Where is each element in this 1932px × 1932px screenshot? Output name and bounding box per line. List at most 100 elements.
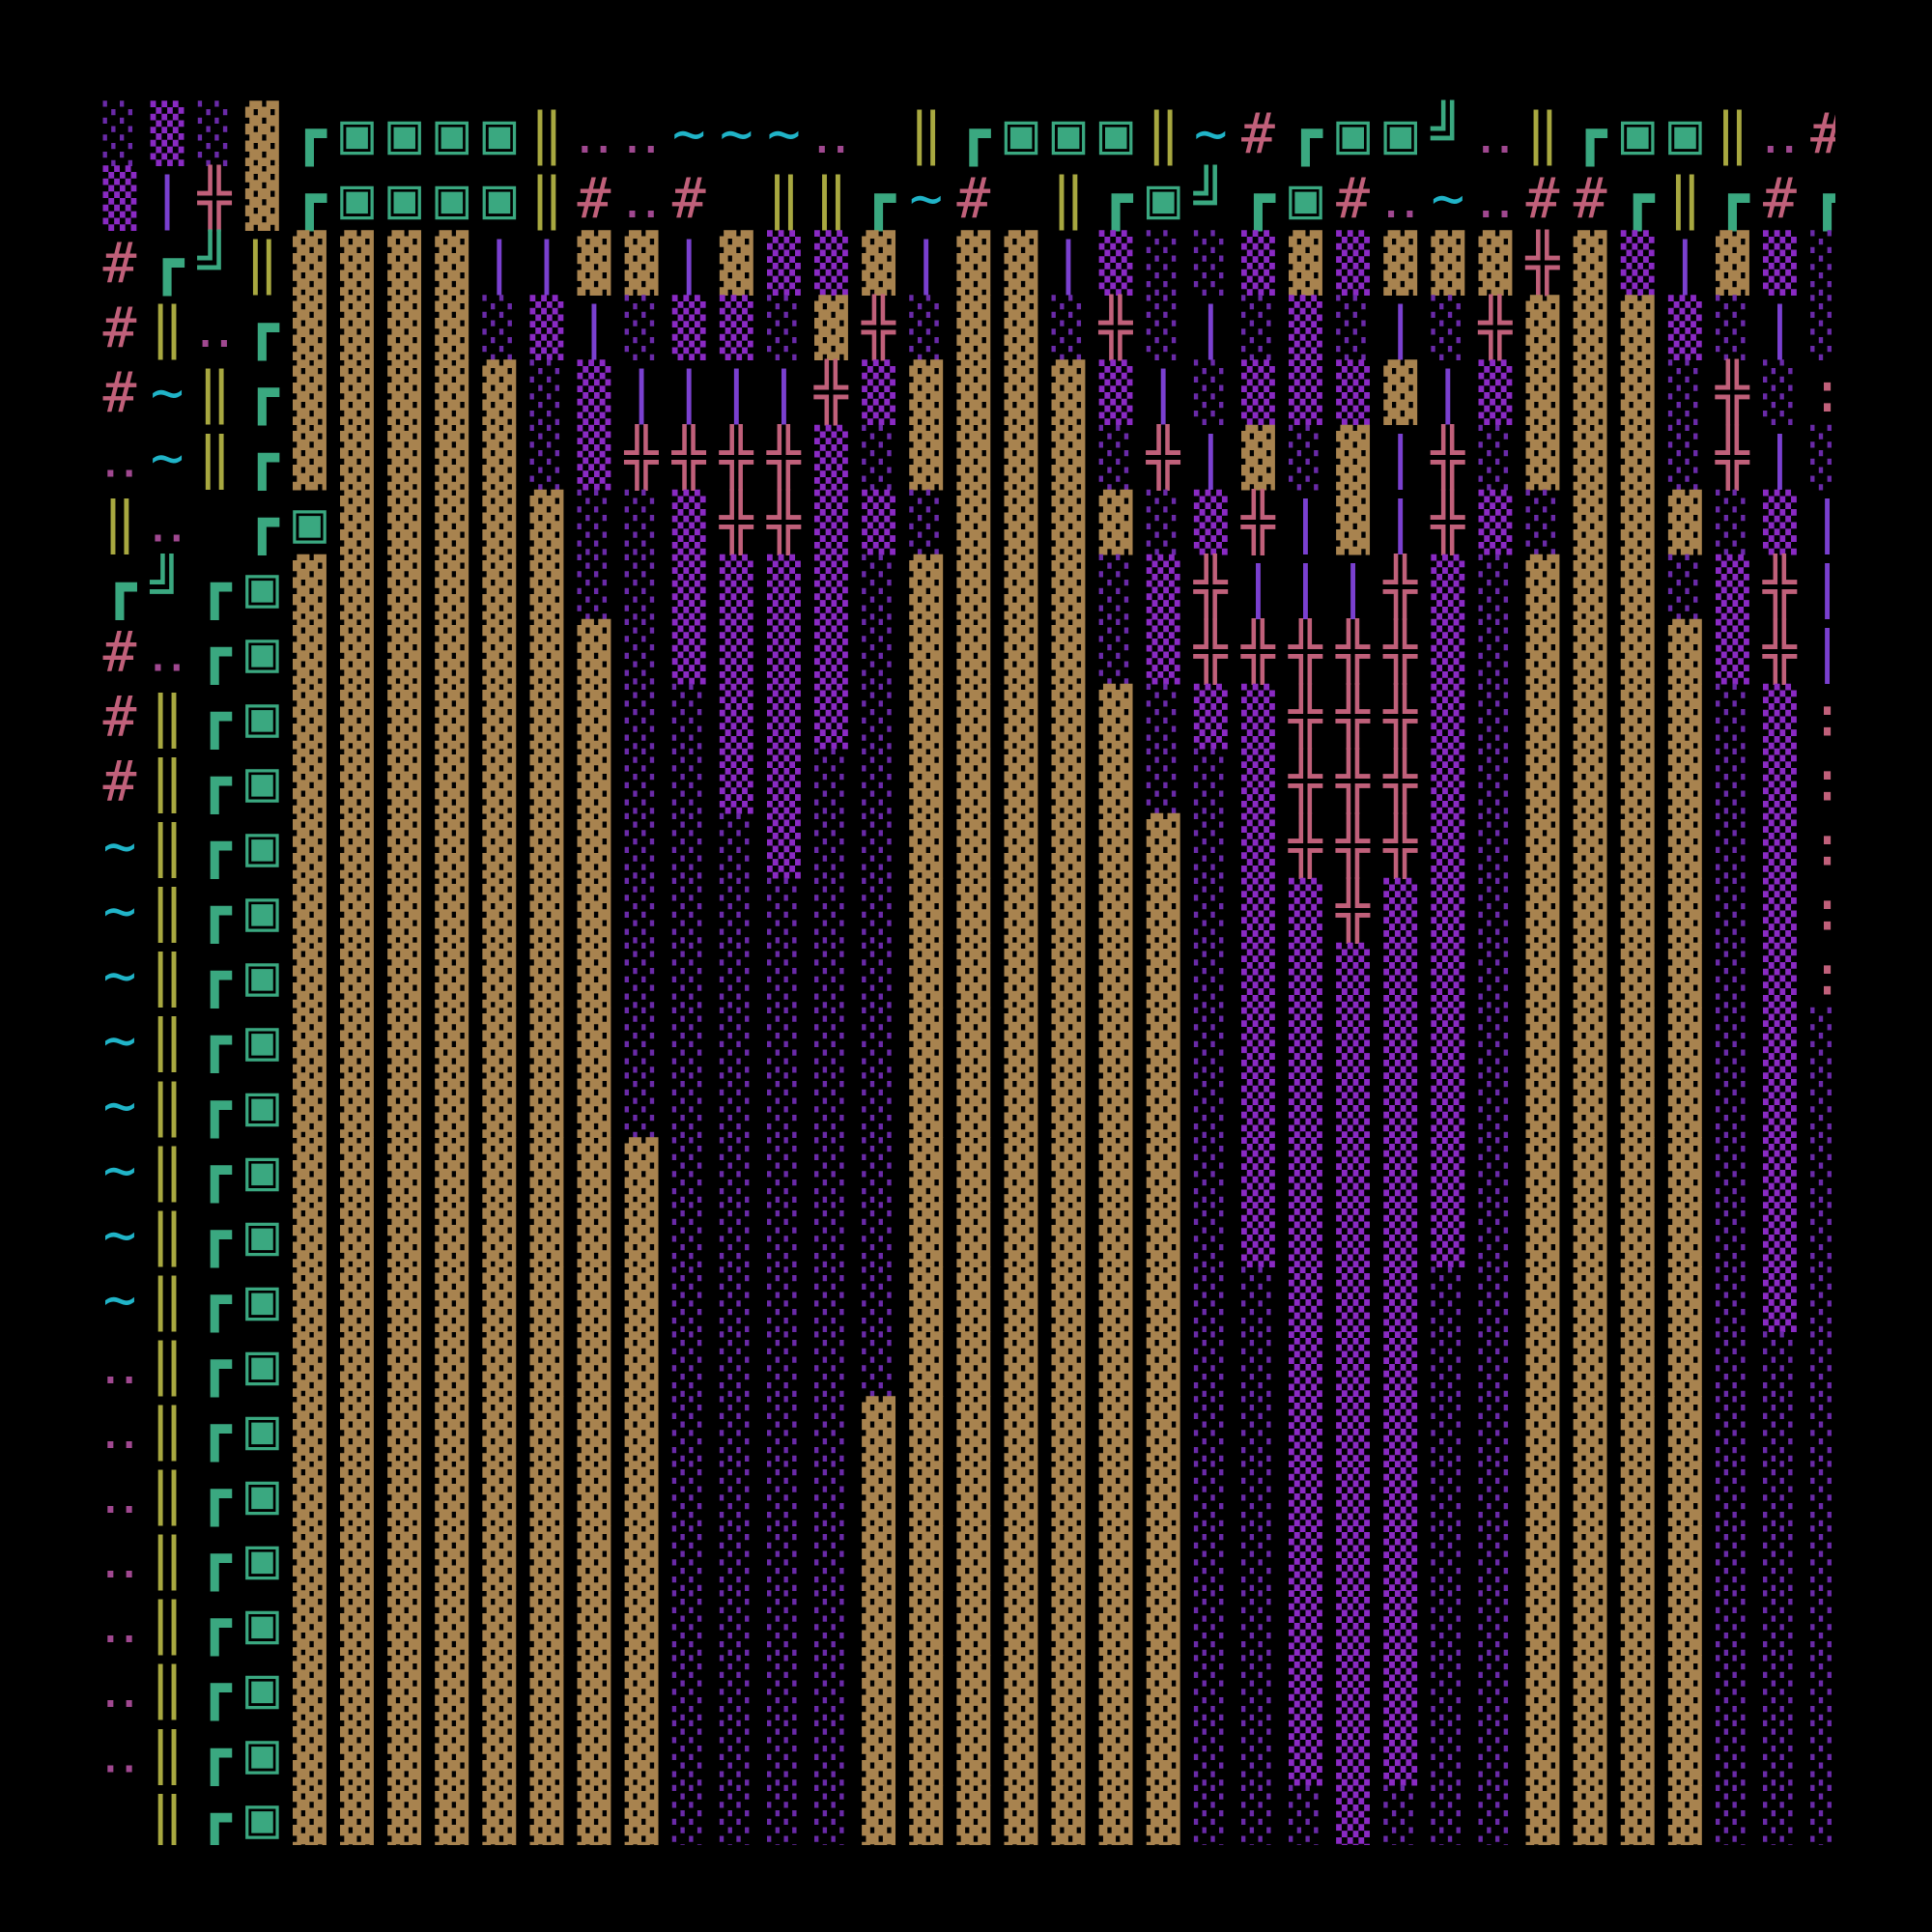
tile: | bbox=[1147, 359, 1180, 425]
tile: ╬ bbox=[719, 423, 754, 491]
tile: ▓ bbox=[862, 1396, 895, 1462]
tile: ▓ bbox=[1336, 489, 1370, 554]
tile: ┏ bbox=[198, 1655, 233, 1721]
tile: ▓ bbox=[956, 1008, 990, 1073]
tile: ░ bbox=[1241, 1525, 1275, 1591]
tile: ░ bbox=[1431, 1784, 1464, 1850]
tile: ▓ bbox=[340, 1072, 374, 1138]
tile: ▓ bbox=[1716, 230, 1749, 296]
tile: ░ bbox=[1668, 359, 1702, 425]
tile: ▓ bbox=[340, 878, 374, 944]
tile: ▓ bbox=[625, 1719, 659, 1785]
tile: ‥ bbox=[623, 165, 661, 231]
tile: ▓ bbox=[1621, 1784, 1655, 1850]
tile: ┏ bbox=[198, 1396, 233, 1463]
tile: ▓ bbox=[1526, 749, 1560, 814]
tile: ░ bbox=[1716, 943, 1749, 1009]
tile: ‖ bbox=[151, 1396, 185, 1462]
tile: ╬ bbox=[1715, 358, 1750, 426]
tile: ▓ bbox=[1289, 230, 1322, 296]
tile: ┏ bbox=[198, 1202, 233, 1268]
tile: | bbox=[1810, 554, 1844, 619]
tile: ▒ bbox=[578, 424, 611, 490]
tile: ▒ bbox=[1763, 1266, 1797, 1332]
tile: ░ bbox=[862, 943, 895, 1009]
tile: ‖ bbox=[151, 1525, 185, 1591]
tile: ┏ bbox=[245, 295, 280, 361]
tile: ▓ bbox=[1147, 1525, 1180, 1591]
tile: ▓ bbox=[625, 230, 659, 296]
tile: ▓ bbox=[1052, 489, 1086, 554]
tile: ▣ bbox=[482, 165, 516, 231]
tile: ▓ bbox=[1147, 1784, 1180, 1850]
tile: ▒ bbox=[103, 165, 137, 231]
tile: ░ bbox=[1763, 1784, 1797, 1850]
tile: ▓ bbox=[1004, 1590, 1037, 1656]
tile: ▓ bbox=[1052, 1590, 1086, 1656]
tile: ▓ bbox=[956, 813, 990, 879]
tile: ╬ bbox=[1240, 488, 1276, 555]
tile: ▓ bbox=[1052, 1396, 1086, 1462]
tile: ╬ bbox=[1430, 488, 1465, 555]
tile: ░ bbox=[720, 1202, 753, 1267]
tile: ░ bbox=[672, 878, 706, 944]
tile: ▓ bbox=[1004, 1396, 1037, 1462]
tile: ▓ bbox=[1147, 1461, 1180, 1526]
tile: ▓ bbox=[1526, 359, 1560, 425]
tile: ▓ bbox=[1574, 1784, 1607, 1850]
tile: ╝ bbox=[1430, 99, 1464, 166]
tile: ▓ bbox=[387, 749, 421, 814]
tile: ▓ bbox=[387, 424, 421, 490]
tile: ▓ bbox=[293, 1137, 327, 1203]
tile: ▓ bbox=[1052, 554, 1086, 619]
tile: ▓ bbox=[1668, 1655, 1702, 1720]
tile: ▣ bbox=[245, 1202, 279, 1267]
tile: ▓ bbox=[862, 1655, 895, 1720]
tile: ▓ bbox=[1574, 878, 1607, 944]
tile: ░ bbox=[767, 1461, 801, 1526]
tile: ▒ bbox=[1241, 749, 1275, 814]
tile: ░ bbox=[1478, 943, 1512, 1009]
tile: ▒ bbox=[1336, 1719, 1370, 1785]
tile: ┏ bbox=[1241, 165, 1276, 232]
tile: ░ bbox=[672, 1072, 706, 1138]
tile: ░ bbox=[1194, 749, 1228, 814]
tile: ▓ bbox=[909, 424, 943, 490]
tile: ‥ bbox=[1477, 165, 1515, 231]
tile: ▒ bbox=[1431, 878, 1464, 944]
tile: ▓ bbox=[1526, 1331, 1560, 1397]
tile: ▓ bbox=[1004, 489, 1037, 554]
tile: ▓ bbox=[340, 1202, 374, 1267]
tile: ▓ bbox=[435, 1655, 469, 1720]
tile: ▓ bbox=[340, 1396, 374, 1462]
tile: ░ bbox=[1478, 1784, 1512, 1850]
tile: ▓ bbox=[340, 1719, 374, 1785]
tile: ▓ bbox=[1526, 1266, 1560, 1332]
tile: ░ bbox=[1763, 1719, 1797, 1785]
tile: ░ bbox=[814, 1072, 848, 1138]
tile: | bbox=[909, 230, 943, 296]
tile: ▓ bbox=[578, 1719, 611, 1785]
tile: # bbox=[1763, 165, 1797, 231]
tile: ▓ bbox=[578, 878, 611, 944]
tile: ▓ bbox=[293, 618, 327, 684]
tile: ▓ bbox=[1004, 1331, 1037, 1397]
tile: ▣ bbox=[245, 1072, 279, 1138]
tile: ░ bbox=[720, 1719, 753, 1785]
tile: ▒ bbox=[1241, 359, 1275, 425]
tile: ▓ bbox=[956, 749, 990, 814]
tile: ▓ bbox=[340, 1655, 374, 1720]
tile: ╬ bbox=[1382, 553, 1418, 620]
tile: ▓ bbox=[1526, 683, 1560, 749]
tile: ‥ bbox=[1381, 165, 1419, 231]
tile: ▓ bbox=[482, 1784, 516, 1850]
tile: ▓ bbox=[293, 1396, 327, 1462]
tile: ‖ bbox=[529, 100, 563, 166]
tile: ▓ bbox=[340, 359, 374, 425]
tile: ░ bbox=[1716, 749, 1749, 814]
tile: | bbox=[1431, 359, 1464, 425]
tile: ▓ bbox=[1526, 1525, 1560, 1591]
tile-map: ░ ▒ ░ ▓ ┏ ▣ ▣ ▣ ▣ ‖ ‥ ‥ ~ ~ ~ ‥ ‖ ┏ ▣ ▣ ▣ ‖ ~ # ┏ ▣ ▣ ╝ ‥ ‖ ┏ ▣ ▣ ‖ ‥ #▒ | ╬ ▓… bbox=[101, 99, 1844, 1850]
tile: ▓ bbox=[1052, 1525, 1086, 1591]
tile: ▓ bbox=[1004, 1719, 1037, 1785]
